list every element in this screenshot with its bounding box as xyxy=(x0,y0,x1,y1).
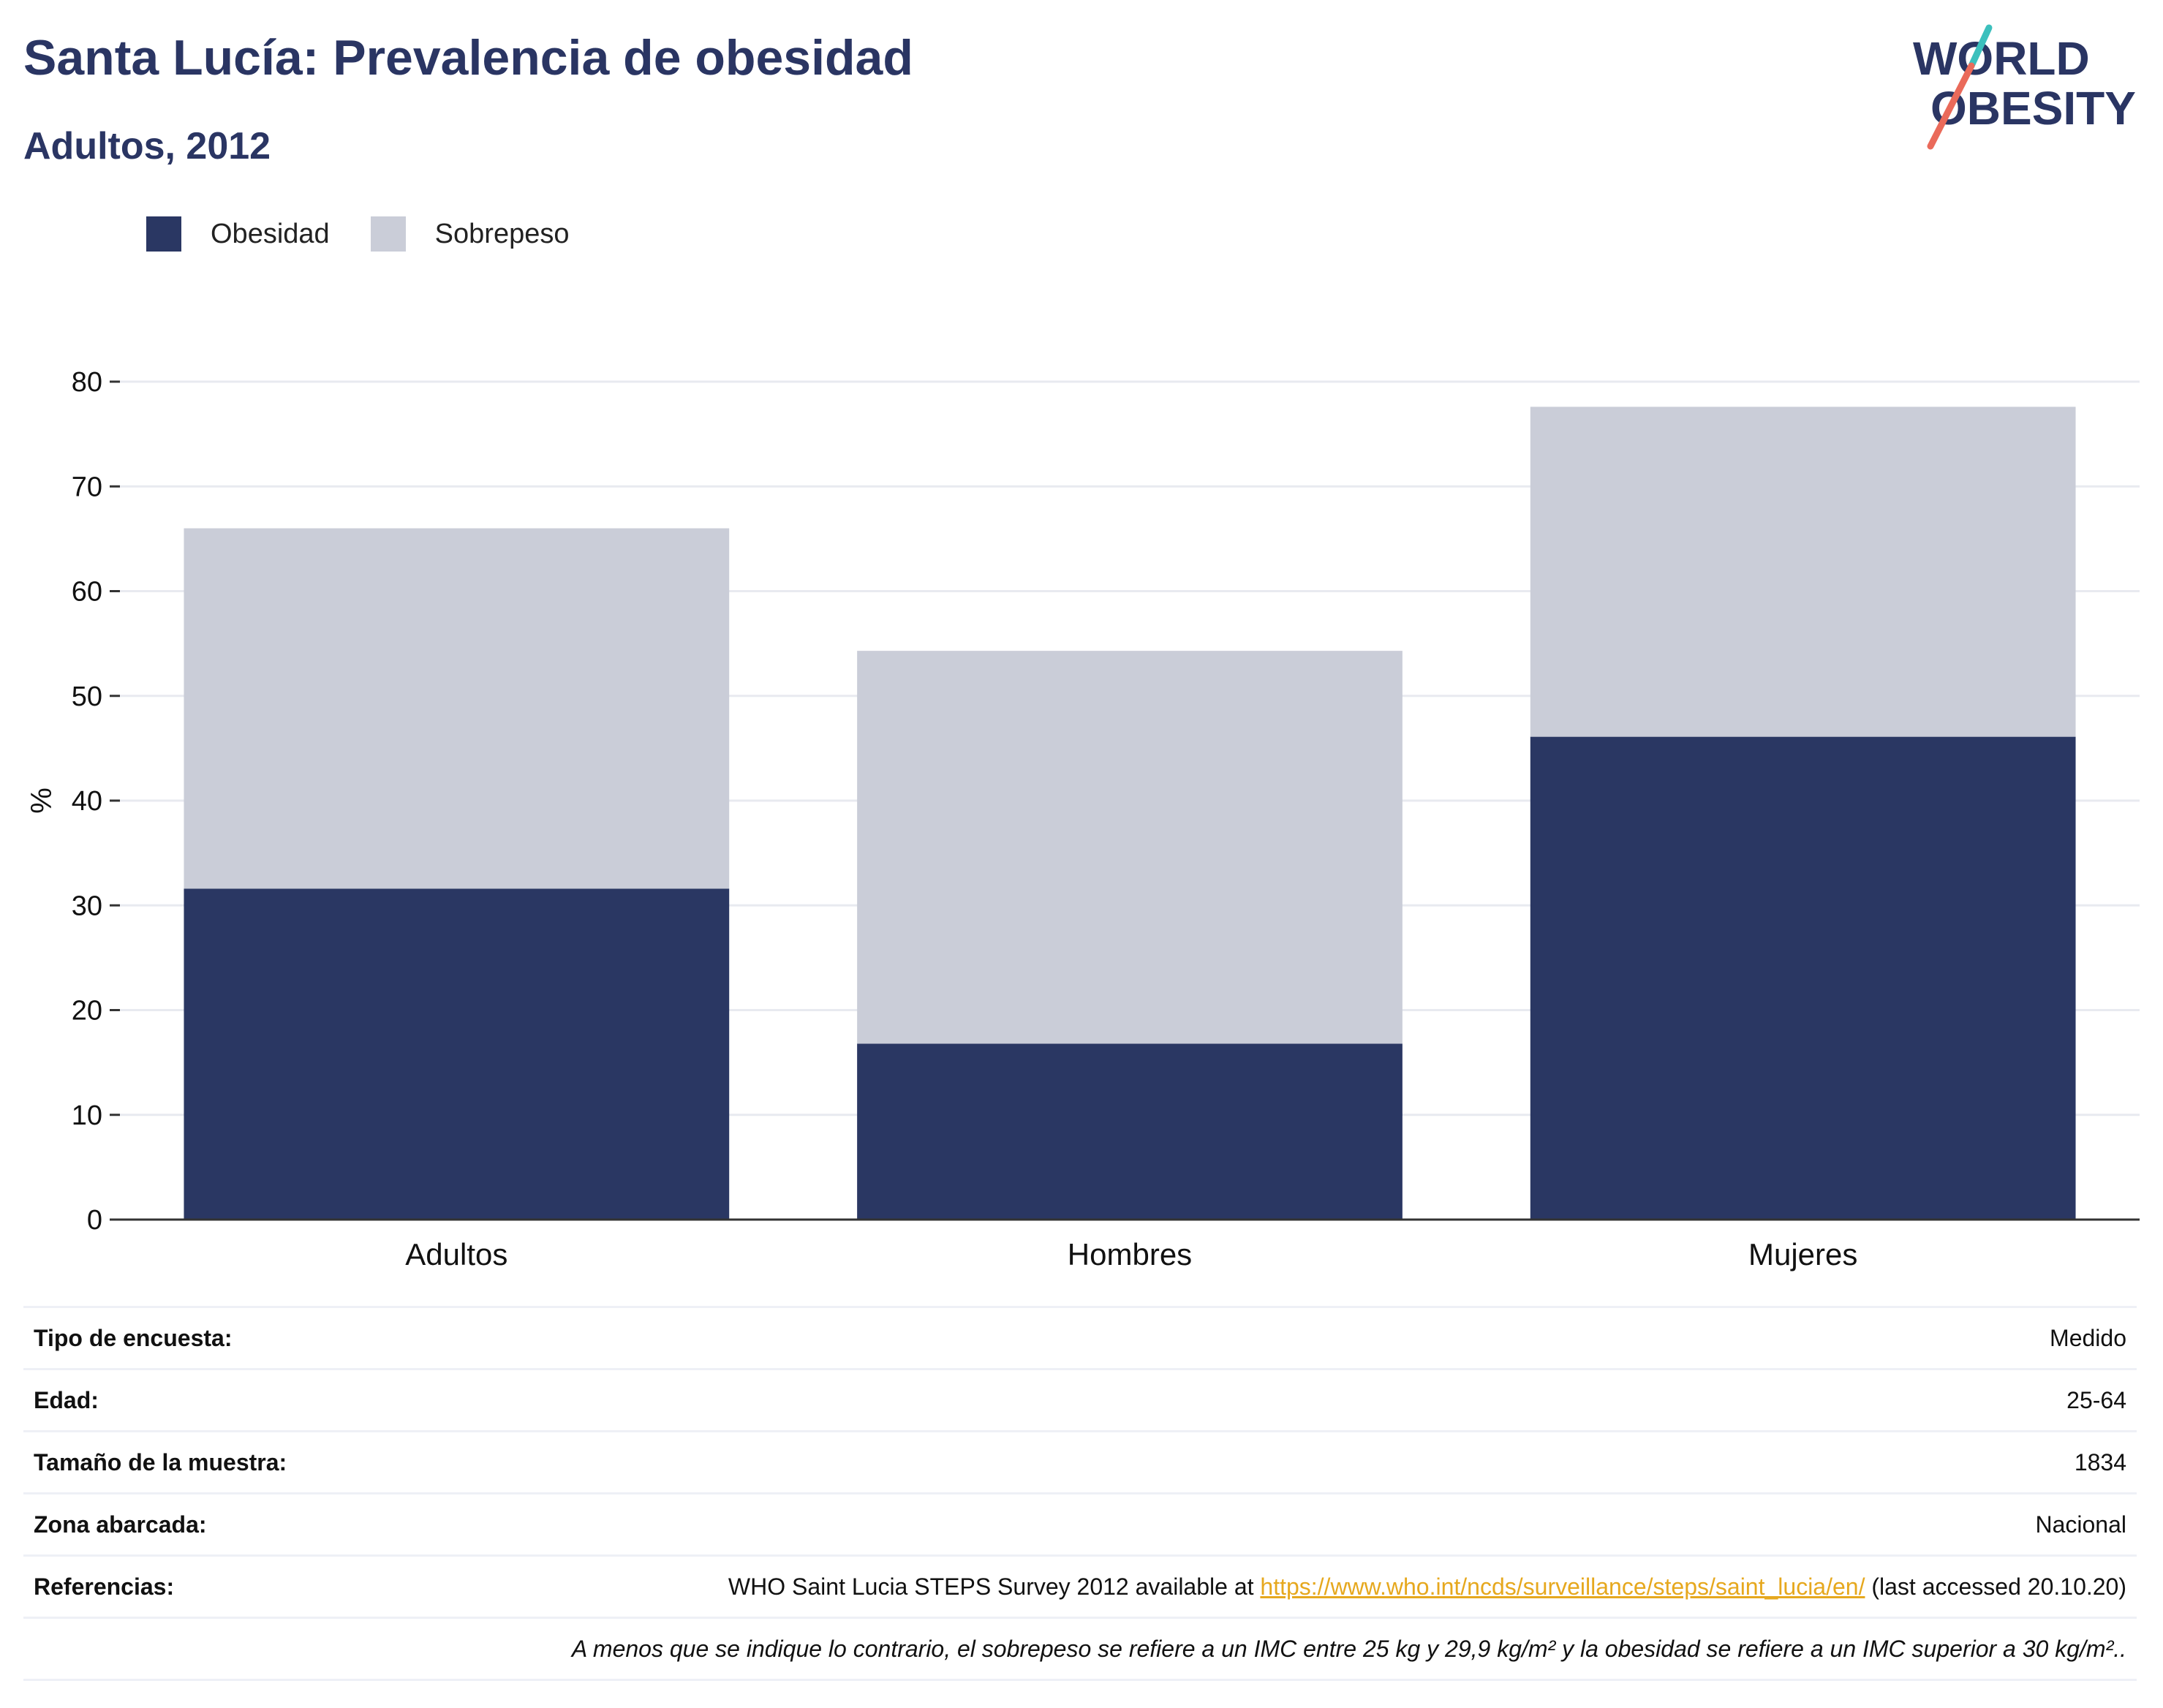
bar-obesidad-mujeres xyxy=(1530,736,2076,1220)
y-tick-label: 0 xyxy=(87,1205,102,1236)
y-axis-title: % xyxy=(26,787,58,814)
info-row-tipo: Tipo de encuesta: Medido xyxy=(23,1306,2137,1369)
info-row-note: A menos que se indique lo contrario, el … xyxy=(23,1617,2137,1681)
definition-note: A menos que se indique lo contrario, el … xyxy=(23,1617,2137,1681)
survey-info-table: Tipo de encuesta: Medido Edad: 25-64 Tam… xyxy=(23,1306,2137,1681)
info-label-tipo: Tipo de encuesta: xyxy=(23,1306,366,1369)
legend-item-obesidad[interactable]: Obesidad xyxy=(146,216,330,252)
info-row-edad: Edad: 25-64 xyxy=(23,1368,2137,1432)
info-row-zona: Zona abarcada: Nacional xyxy=(23,1492,2137,1556)
y-tick-label: 10 xyxy=(72,1100,102,1131)
info-value-zona: Nacional xyxy=(365,1492,2137,1556)
ref-link[interactable]: https://www.who.int/ncds/surveillance/st… xyxy=(1260,1573,1865,1600)
legend-swatch-obesidad xyxy=(146,216,181,252)
legend-swatch-sobrepeso xyxy=(370,216,406,252)
logo-slash-coral xyxy=(1927,62,1975,150)
legend-item-sobrepeso[interactable]: Sobrepeso xyxy=(370,216,570,252)
bar-sobrepeso-hombres xyxy=(857,651,1403,1044)
chart-legend: Obesidad Sobrepeso xyxy=(146,216,610,252)
y-tick-label: 80 xyxy=(72,367,102,398)
logo-slash-teal xyxy=(1968,24,1993,69)
bar-sobrepeso-adultos xyxy=(184,528,730,889)
info-value-edad: 25-64 xyxy=(365,1368,2137,1432)
y-tick-label: 30 xyxy=(72,891,102,921)
stacked-bar-chart: 0 10 20 30 40 50 60 70 80% Adultos Hombres Mujeres xyxy=(26,367,2140,1271)
bar-obesidad-adultos xyxy=(184,888,730,1220)
ref-prefix: WHO Saint Lucia STEPS Survey 2012 availa… xyxy=(728,1573,1261,1600)
x-tick-label: Mujeres xyxy=(1748,1237,1857,1271)
legend-label-sobrepeso: Sobrepeso xyxy=(434,218,570,249)
info-label-zona: Zona abarcada: xyxy=(23,1492,366,1556)
info-value-referencias: WHO Saint Lucia STEPS Survey 2012 availa… xyxy=(365,1554,2137,1618)
info-label-muestra: Tamaño de la muestra: xyxy=(23,1430,366,1494)
y-tick-label: 50 xyxy=(72,681,102,712)
bar-sobrepeso-mujeres xyxy=(1530,407,2076,737)
info-label-referencias: Referencias: xyxy=(23,1554,366,1618)
bar-obesidad-hombres xyxy=(857,1043,1403,1220)
y-tick-label: 20 xyxy=(72,996,102,1027)
x-tick-label: Hombres xyxy=(1068,1237,1192,1271)
info-row-muestra: Tamaño de la muestra: 1834 xyxy=(23,1430,2137,1494)
ref-suffix: (last accessed 20.10.20) xyxy=(1865,1573,2126,1600)
info-value-tipo: Medido xyxy=(365,1306,2137,1369)
logo-word-obesity: OBESITY xyxy=(1930,82,2136,135)
y-tick-label: 70 xyxy=(72,472,102,502)
logo-word-world: WORLD xyxy=(1913,32,2090,85)
world-obesity-logo: WORLD OBESITY xyxy=(1913,24,2136,150)
y-tick-label: 40 xyxy=(72,786,102,817)
x-tick-label: Adultos xyxy=(405,1237,507,1271)
info-label-edad: Edad: xyxy=(23,1368,366,1432)
page-title: Santa Lucía: Prevalencia de obesidad xyxy=(23,30,913,86)
info-row-referencias: Referencias: WHO Saint Lucia STEPS Surve… xyxy=(23,1554,2137,1618)
page-subtitle: Adultos, 2012 xyxy=(23,125,271,167)
legend-label-obesidad: Obesidad xyxy=(211,218,330,249)
info-value-muestra: 1834 xyxy=(365,1430,2137,1494)
y-tick-label: 60 xyxy=(72,577,102,608)
